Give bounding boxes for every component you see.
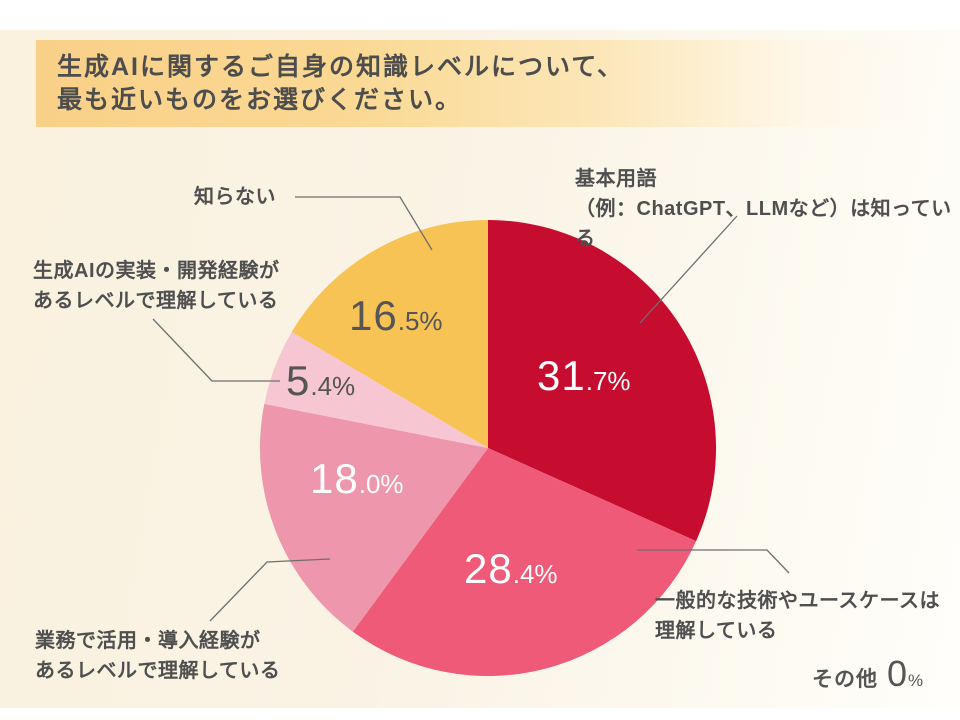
slice-label-dev-experience: 生成AIの実装・開発経験が あるレベルで理解している (33, 260, 280, 312)
percent-int: 5 (286, 357, 311, 404)
other-label: その他 (812, 668, 878, 691)
percent-frac: .7% (585, 366, 631, 396)
leader-line-basic-terms (639, 215, 738, 324)
pie-slice-3 (264, 331, 488, 448)
page-title: 生成AIに関するご自身の知識レベルについて、 最も近いものをお選びください。 (57, 53, 625, 114)
leader-line-business-use (209, 558, 331, 622)
percent-int: 28 (464, 545, 513, 592)
percent-int: 0 (887, 653, 909, 694)
percent-int: 31 (537, 352, 586, 399)
pie-percent-label-dont-know: 16.5% (349, 295, 443, 337)
leader-line-dev-experience (152, 318, 280, 382)
slice-label-business-use: 業務で活用・導入経験が あるレベルで理解している (35, 630, 281, 682)
pie-percent-label-general-tech: 28.4% (464, 548, 558, 590)
pie-slice-1 (352, 448, 697, 676)
slice-label-general-tech: 一般的な技術やユースケースは 理解している (655, 590, 940, 642)
pie-percent-label-basic-terms: 31.7% (537, 355, 631, 397)
percent-int: 16 (349, 292, 398, 339)
other-value: 0% (887, 656, 923, 692)
leader-lines (152, 196, 790, 622)
leader-line-general-tech (637, 549, 790, 574)
pie-percent-label-dev-experience: 5.4% (286, 360, 355, 402)
pie-slices (260, 220, 716, 676)
other-category: その他 0% (812, 656, 923, 693)
slice-label-dont-know: 知らない (194, 186, 276, 208)
percent-int: 18 (310, 455, 359, 502)
pie-slice-4 (291, 220, 488, 448)
title-banner: 生成AIに関するご自身の知識レベルについて、 最も近いものをお選びください。 (36, 40, 960, 127)
leader-line-dont-know (295, 196, 433, 251)
percent-frac: % (908, 671, 924, 690)
pie-slice-2 (260, 403, 488, 632)
percent-frac: .0% (358, 469, 404, 499)
pie-slice-0 (488, 220, 716, 542)
percent-frac: .5% (397, 306, 443, 336)
percent-frac: .4% (310, 371, 356, 401)
pie-percent-label-business-use: 18.0% (310, 458, 404, 500)
slice-label-basic-terms: 基本用語 （例：ChatGPT、LLMなど）は知っている (575, 168, 952, 250)
percent-frac: .4% (512, 559, 558, 589)
